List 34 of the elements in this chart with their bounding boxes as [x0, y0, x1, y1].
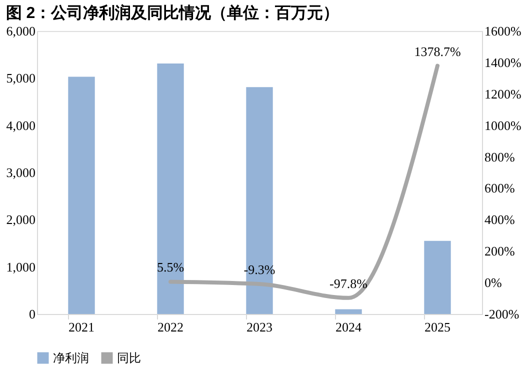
data-label: -9.3%: [244, 262, 276, 278]
legend-label: 净利润: [53, 351, 89, 365]
data-label: 1378.7%: [414, 44, 461, 59]
y2-tick-label: 1200%: [484, 86, 522, 102]
y-tick-label: 3,000: [6, 165, 36, 180]
y2-tick-label: 200%: [484, 244, 515, 259]
y2-tick-label: 800%: [484, 149, 515, 164]
chart-title: 图 2：公司净利润及同比情况（单位：百万元）: [6, 4, 340, 22]
legend-label: 同比: [117, 351, 141, 365]
y2-tick-label: 1400%: [484, 54, 522, 70]
bar: [424, 240, 451, 314]
y-tick-label: 6,000: [6, 24, 36, 38]
x-tick-label: 2021: [68, 320, 94, 334]
y2-tick-label: 1000%: [484, 118, 522, 133]
y-tick-label: 5,000: [6, 70, 36, 86]
bar: [335, 309, 362, 314]
y2-tick-label: 1600%: [484, 24, 522, 38]
x-tick-label: 2025: [424, 320, 450, 334]
y-tick-label: 2,000: [6, 212, 36, 228]
y-tick-label: 4,000: [6, 118, 36, 133]
bar: [68, 76, 95, 314]
x-tick-label: 2024: [336, 320, 362, 334]
y-tick-label: 1,000: [6, 259, 36, 274]
x-tick-label: 2023: [246, 320, 272, 334]
y-tick-label: 0: [29, 306, 36, 322]
bar: [157, 64, 184, 314]
y2-tick-label: 400%: [484, 212, 515, 228]
data-label: 5.5%: [156, 260, 184, 275]
y2-tick-label: 0%: [484, 275, 502, 290]
data-label: -97.8%: [330, 276, 368, 291]
y2-tick-label: 600%: [484, 180, 515, 196]
bar: [246, 87, 273, 314]
y2-tick-label: -200%: [484, 306, 520, 322]
x-tick-label: 2022: [158, 320, 184, 334]
